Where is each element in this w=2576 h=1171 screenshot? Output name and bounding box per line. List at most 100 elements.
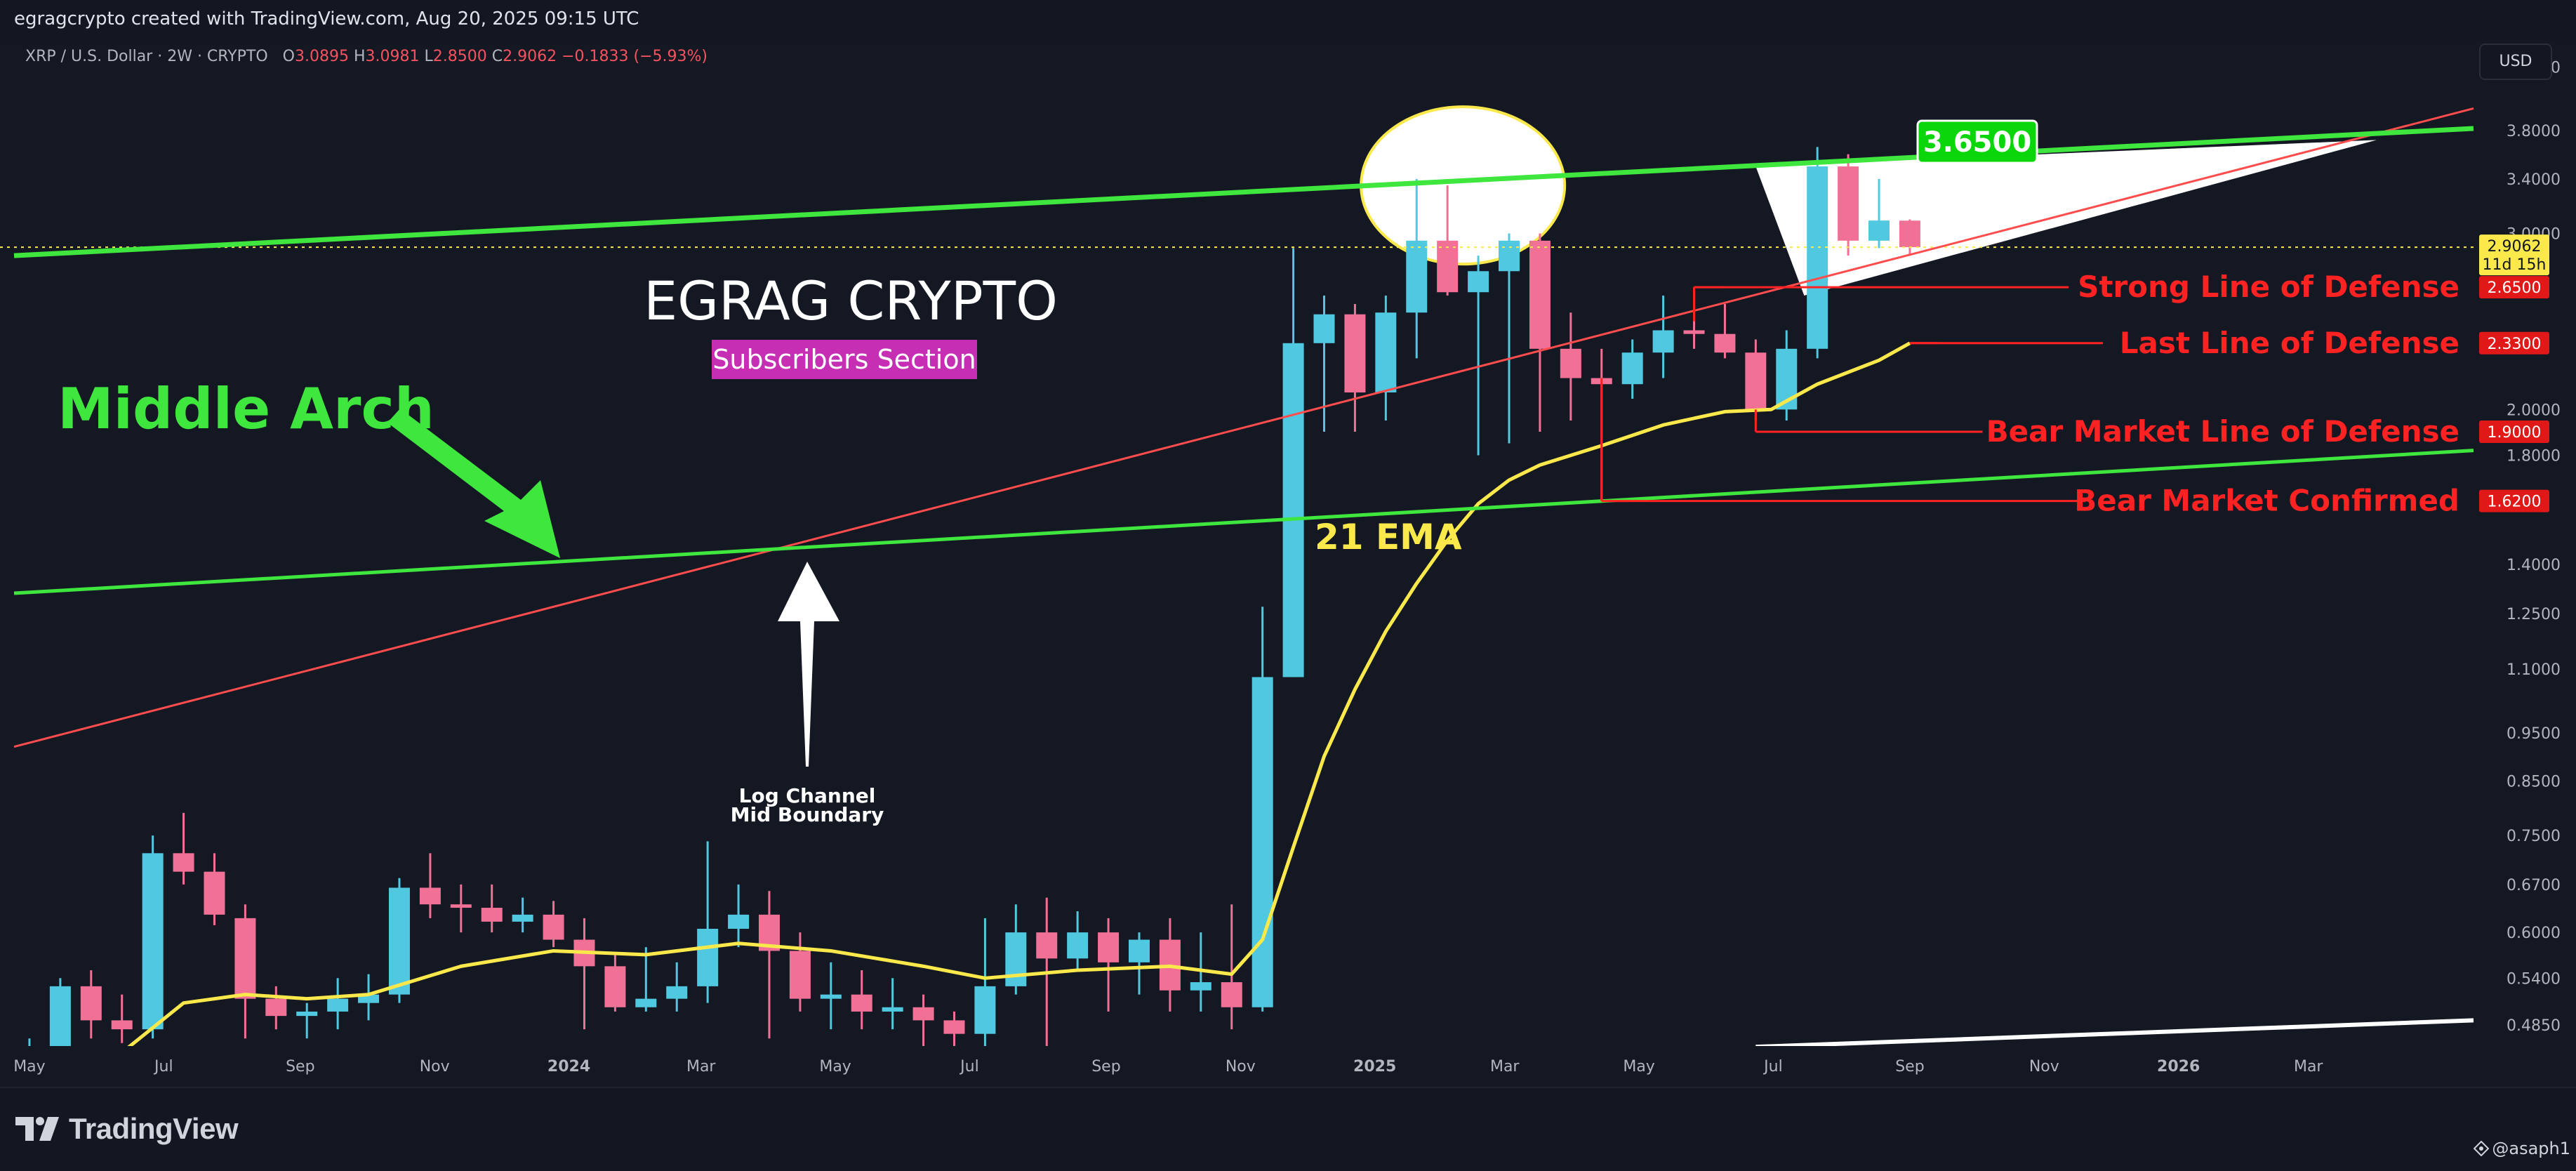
candle-down[interactable] [851,994,872,1012]
current-price-tag: 2.9062 [2488,238,2542,256]
candle-down[interactable] [265,998,287,1017]
level-price-tag: 1.6200 [2488,494,2542,511]
candle-up[interactable] [512,914,533,922]
x-tick-label: Jul [153,1058,173,1076]
legend-low-label: L [424,48,433,65]
middle-arch-upper-line [13,126,2474,258]
candle-down[interactable] [1344,314,1366,393]
candle-down[interactable] [419,887,441,905]
candle-down[interactable] [543,914,564,940]
x-tick-label: 2024 [547,1058,590,1076]
candle-down[interactable] [111,1020,133,1030]
y-tick-label: 0.7500 [2507,828,2561,845]
chart-svg[interactable]: Strong Line of Defense Last Line of Defen… [0,0,2576,1087]
candle-up[interactable] [1375,312,1397,393]
candle-up[interactable] [666,986,688,999]
candle-up[interactable] [1406,240,1428,313]
candle-down[interactable] [1437,240,1459,293]
y-tick-label: 0.8500 [2507,774,2561,791]
x-tick-label: Nov [420,1058,450,1076]
x-axis-bg [0,1046,2476,1087]
x-tick-label: Mar [686,1058,716,1076]
candle-up[interactable] [1868,220,1890,241]
candle-up[interactable] [327,998,349,1012]
legend-open-label: O [282,48,295,65]
y-tick-label: 1.8000 [2507,447,2561,465]
candle-down[interactable] [1036,932,1058,959]
candle-up[interactable] [1128,939,1150,962]
candle-down[interactable] [912,1007,934,1021]
candle-up[interactable] [1067,932,1089,959]
candle-up[interactable] [49,986,71,1053]
x-tick-label: Nov [1226,1058,1256,1076]
level-label: Bear Market Line of Defense [1986,414,2459,449]
legend-low: 2.8500 [432,48,487,65]
candle-down[interactable] [1560,348,1581,378]
x-tick-label: Jul [1762,1058,1783,1076]
candle-down[interactable] [604,966,626,1007]
x-tick-label: Sep [286,1058,314,1076]
candle-down[interactable] [1899,220,1920,248]
candle-down[interactable] [234,918,256,999]
y-tick-label: 2.0000 [2507,402,2561,419]
tradingview-logo[interactable]: TradingView [15,1111,239,1146]
level-price-tag: 2.3300 [2488,336,2542,353]
candle-up[interactable] [1468,271,1489,293]
legend-open: 3.0895 [294,48,349,65]
candle-up[interactable] [142,853,164,1030]
y-axis-bg [2476,41,2576,1087]
candle-up[interactable] [1652,330,1674,353]
x-tick-label: May [1623,1058,1654,1076]
candle-up[interactable] [974,986,996,1034]
brand-title: EGRAG CRYPTO [644,270,1058,332]
candle-down[interactable] [789,951,811,999]
candle-down[interactable] [1098,932,1120,962]
x-tick-label: Sep [1895,1058,1924,1076]
countdown-tag: 11d 15h [2483,256,2547,274]
green-arrow [387,409,560,558]
candle-up[interactable] [388,887,410,995]
x-tick-label: Mar [1490,1058,1520,1076]
candle-down[interactable] [1714,333,1736,353]
candle-up[interactable] [1282,343,1304,677]
level-price-tag: 1.9000 [2488,424,2542,442]
log-channel-label-1: Log Channel [739,784,876,807]
candle-up[interactable] [1807,166,1828,349]
currency-button[interactable]: USD [2479,44,2552,80]
candle-up[interactable] [1313,314,1335,343]
candle-down[interactable] [204,871,225,915]
y-tick-label: 3.8000 [2507,123,2561,140]
candle-up[interactable] [1621,352,1643,385]
y-tick-label: 0.6700 [2507,877,2561,894]
target-badge[interactable] [1916,119,2038,164]
candle-up[interactable] [728,914,750,929]
candle-up[interactable] [882,1007,903,1012]
candle-down[interactable] [1745,352,1767,410]
candle-down[interactable] [943,1020,965,1034]
candle-down[interactable] [450,904,472,908]
y-tick-label: 0.9500 [2507,725,2561,743]
candle-up[interactable] [1190,982,1211,991]
candle-up[interactable] [1499,240,1520,272]
author-name: @asaph1 [2492,1139,2570,1158]
candle-down[interactable] [481,908,503,922]
candle-down[interactable] [1221,982,1242,1007]
candle-up[interactable] [296,1011,318,1017]
candle-down[interactable] [173,853,194,872]
candle-down[interactable] [1838,166,1859,241]
candle-down[interactable] [1529,240,1551,349]
y-tick-label: 0.6000 [2507,925,2561,942]
candle-down[interactable] [80,986,102,1021]
ema-label: 21 EMA [1315,517,1462,557]
candle-up[interactable] [697,928,719,986]
tradingview-brand: TradingView [69,1112,239,1145]
candle-up[interactable] [1005,932,1027,986]
candle-up[interactable] [1252,677,1273,1007]
candle-up[interactable] [820,994,842,999]
y-tick-label: 0.4850 [2507,1017,2561,1035]
candle-up[interactable] [635,998,657,1007]
x-tick-label: Sep [1091,1058,1120,1076]
legend-change: −0.1833 (−5.93%) [562,48,708,65]
candle-down[interactable] [1683,330,1705,334]
level-label: Strong Line of Defense [2078,270,2459,304]
